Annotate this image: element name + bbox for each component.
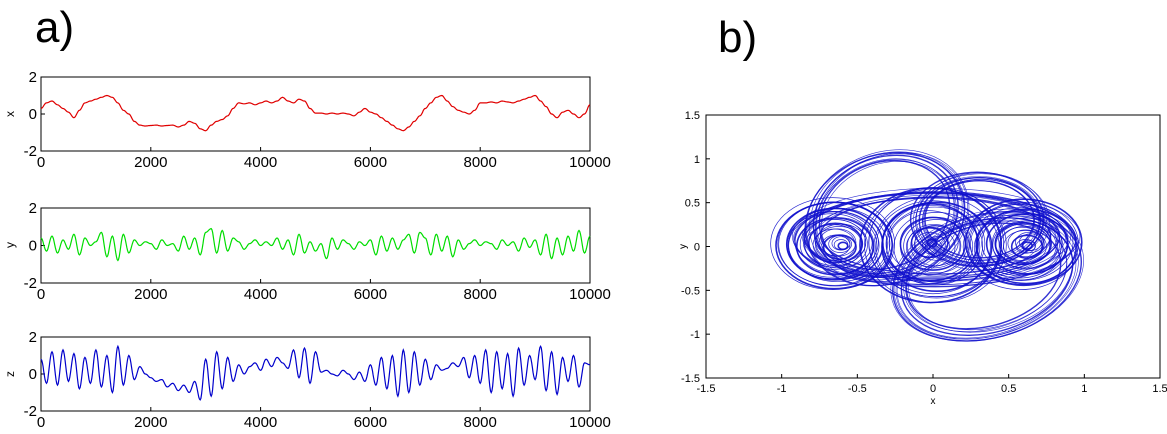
time-z-series-line bbox=[40, 344, 591, 401]
time-y-ytick-label: 2 bbox=[29, 200, 37, 217]
phase-orbit-right-scroll bbox=[975, 208, 1078, 285]
phase-ytick-label: -0.5 bbox=[681, 285, 700, 297]
time-z-xtick-label: 2000 bbox=[134, 414, 167, 431]
time-y-ytick-label: -2 bbox=[24, 275, 37, 292]
phase-orbit-lobe bbox=[908, 220, 1068, 331]
phase-orbit-center-scroll bbox=[910, 225, 961, 267]
phase-ytick-label: -1 bbox=[690, 329, 700, 341]
phase-ytick-label: -1.5 bbox=[681, 373, 700, 385]
time-x-ylabel: x bbox=[3, 111, 17, 117]
time-x-frame bbox=[40, 76, 591, 152]
phase-xtick-label: 0.5 bbox=[1001, 383, 1016, 395]
phase-orbit-lobe bbox=[909, 171, 1045, 268]
time-z-ytick-label: 0 bbox=[29, 366, 37, 383]
phase-orbit-center-scroll bbox=[900, 217, 974, 277]
time-z-ytick-label: 2 bbox=[29, 329, 37, 346]
time-y-series-line bbox=[40, 227, 591, 262]
time-x-ytick-label: 2 bbox=[29, 69, 37, 86]
phase-xtick-label: 0 bbox=[930, 383, 936, 395]
phase-orbit-lobe bbox=[893, 212, 1079, 340]
time-x-xtick-label: 10000 bbox=[569, 154, 611, 171]
phase-ytick-label: 0.5 bbox=[685, 198, 700, 210]
phase-orbit-right-scroll bbox=[965, 198, 1083, 287]
phase-orbit-lobe bbox=[905, 222, 1062, 330]
time-z-xtick-label: 4000 bbox=[244, 414, 277, 431]
time-z-xtick-label: 6000 bbox=[354, 414, 387, 431]
phase-orbit-lobe bbox=[896, 217, 1074, 339]
phase-orbit-right-scroll bbox=[994, 223, 1051, 266]
time-y-ytick-label: 0 bbox=[29, 238, 37, 255]
phase-orbit-center-scroll bbox=[875, 200, 991, 295]
time-z-xtick-label: 10000 bbox=[569, 414, 611, 431]
time-x-xtick-label: 4000 bbox=[244, 154, 277, 171]
time-z-ylabel: z bbox=[3, 371, 17, 377]
phase-orbit-left-scroll bbox=[837, 241, 849, 251]
phase-ytick-label: 1 bbox=[694, 154, 700, 166]
time-z-xtick-label: 0 bbox=[37, 414, 45, 431]
phase-orbit-center-scroll bbox=[881, 201, 993, 293]
phase-xtick-label: -1 bbox=[777, 383, 787, 395]
time-x-xtick-label: 0 bbox=[37, 154, 45, 171]
time-y-xtick-label: 0 bbox=[37, 286, 45, 303]
time-z-xtick-label: 8000 bbox=[464, 414, 497, 431]
panel-a-label: a) bbox=[35, 3, 74, 52]
phase-ytick-label: 1.5 bbox=[685, 110, 700, 122]
phase-orbit-left-scroll bbox=[787, 210, 880, 280]
phase-orbit-left-scroll bbox=[770, 197, 895, 291]
phase-orbit-lobe bbox=[803, 192, 1061, 280]
phase-xtick-label: 1.5 bbox=[1152, 383, 1167, 395]
time-y-xtick-label: 10000 bbox=[569, 286, 611, 303]
time-x-series-line bbox=[40, 94, 591, 132]
phase-xtick-label: 1 bbox=[1081, 383, 1087, 395]
phase-orbit-center-scroll bbox=[893, 212, 981, 283]
time-y-xtick-label: 6000 bbox=[354, 286, 387, 303]
phase-orbit-right-scroll bbox=[970, 207, 1069, 281]
phase-orbit-center-scroll bbox=[903, 219, 970, 274]
phase-orbit-center-scroll bbox=[885, 203, 986, 285]
phase-orbit-lobe bbox=[922, 180, 1035, 261]
phase-portrait: -1.5 -1 -0.5 0 0.5 1 1.5 1.5 1 0.5 0 -0.5 -1 -1.5 x y bbox=[678, 110, 1167, 407]
phase-orbit-lobe bbox=[801, 191, 1071, 282]
time-x-ytick-label: 0 bbox=[29, 106, 37, 123]
time-x-xtick-label: 6000 bbox=[354, 154, 387, 171]
phase-orbit-lobe bbox=[903, 219, 1067, 332]
time-z-ytick-label: -2 bbox=[24, 403, 37, 420]
time-y-xtick-label: 2000 bbox=[134, 286, 167, 303]
phase-orbit-right-scroll bbox=[992, 220, 1059, 270]
phase-xtick-label: -0.5 bbox=[848, 383, 867, 395]
phase-ytick-label: 0 bbox=[694, 242, 700, 254]
phase-orbit-left-scroll bbox=[788, 207, 888, 283]
phase-orbit-right-scroll bbox=[1010, 234, 1044, 259]
phase-ylabel: y bbox=[678, 244, 689, 249]
phase-xtick-label: -1.5 bbox=[697, 383, 716, 395]
time-y-ylabel: y bbox=[3, 242, 17, 248]
phase-orbit-center-scroll bbox=[906, 224, 962, 269]
time-x-xtick-label: 8000 bbox=[464, 154, 497, 171]
phase-orbit-left-scroll bbox=[833, 239, 849, 251]
time-y-xtick-label: 4000 bbox=[244, 286, 277, 303]
phase-orbit-lobe bbox=[912, 173, 1050, 271]
phase-orbit-lobe bbox=[890, 208, 1084, 342]
phase-xlabel: x bbox=[931, 396, 936, 407]
time-x-xtick-label: 2000 bbox=[134, 154, 167, 171]
panel-b-label: b) bbox=[718, 13, 757, 62]
time-z-frame bbox=[40, 336, 591, 412]
time-x-ytick-label: -2 bbox=[24, 143, 37, 160]
phase-orbit-left-scroll bbox=[799, 219, 868, 270]
phase-orbit-lobe bbox=[895, 215, 1077, 340]
time-y-xtick-label: 8000 bbox=[464, 286, 497, 303]
